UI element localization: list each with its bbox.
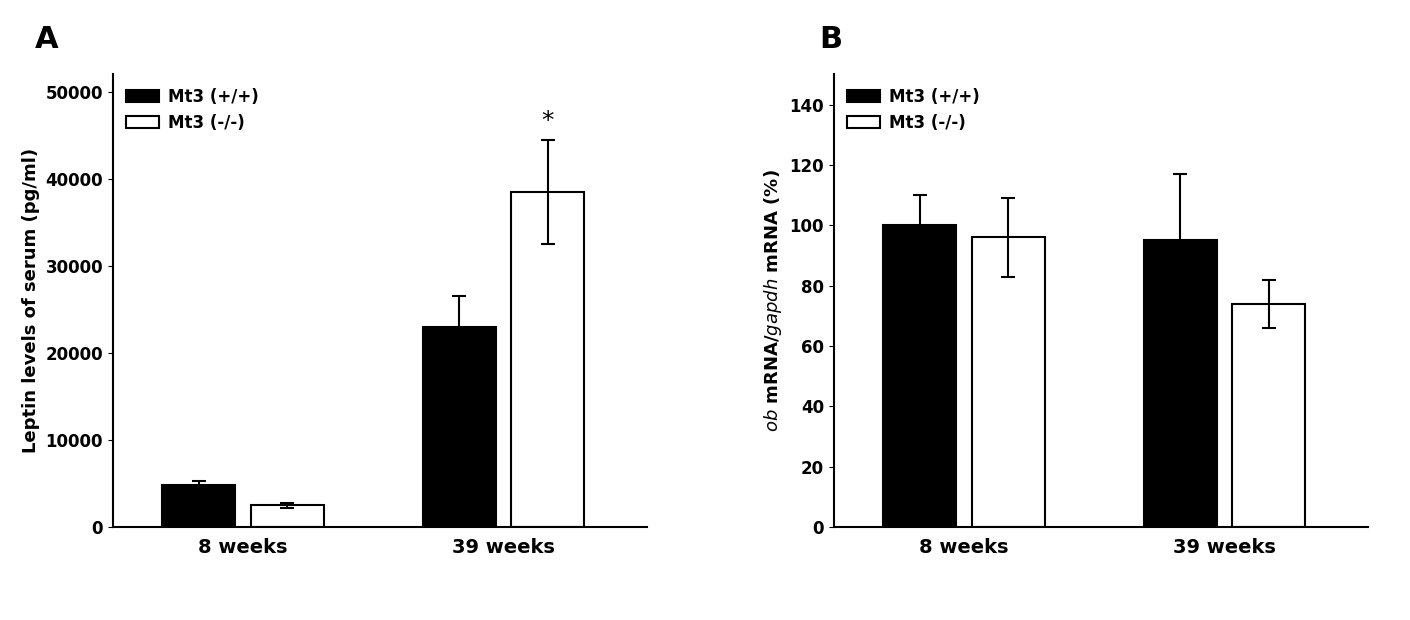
- Bar: [512, 192, 584, 527]
- Y-axis label: $ob$ mRNA/$gapdh$ mRNA (%): $ob$ mRNA/$gapdh$ mRNA (%): [761, 169, 784, 432]
- Bar: [423, 327, 496, 527]
- Text: *: *: [541, 108, 554, 133]
- Legend: Mt3 (+/+), Mt3 (-/-): Mt3 (+/+), Mt3 (-/-): [121, 82, 264, 137]
- Legend: Mt3 (+/+), Mt3 (-/-): Mt3 (+/+), Mt3 (-/-): [842, 82, 984, 137]
- Y-axis label: Leptin levels of serum (pg/ml): Leptin levels of serum (pg/ml): [23, 148, 39, 453]
- Bar: [1144, 241, 1217, 527]
- Bar: [251, 505, 324, 527]
- Bar: [162, 485, 235, 527]
- Bar: [883, 225, 956, 527]
- Bar: [971, 237, 1045, 527]
- Bar: [1232, 304, 1306, 527]
- Text: B: B: [819, 25, 843, 54]
- Text: A: A: [35, 25, 59, 54]
